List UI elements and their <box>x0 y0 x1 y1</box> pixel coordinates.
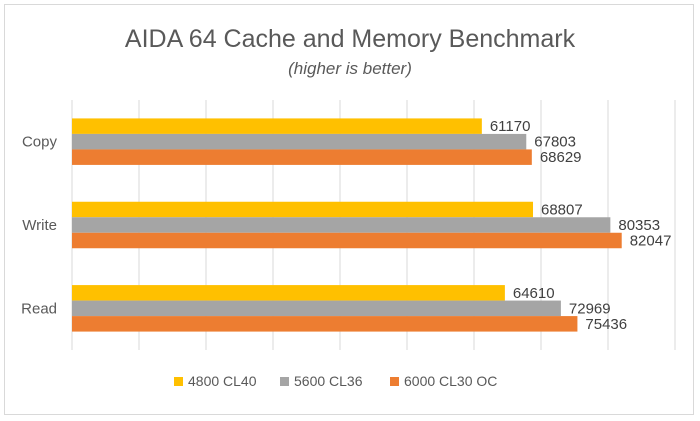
bar <box>72 217 611 233</box>
bar <box>72 201 534 218</box>
legend-label: 6000 CL30 OC <box>404 373 497 389</box>
chart-title: AIDA 64 Cache and Memory Benchmark <box>125 25 576 53</box>
data-label: 67803 <box>534 134 576 151</box>
legend-item: 4800 CL40 <box>174 373 257 389</box>
category-labels: Copy Write Read <box>21 134 57 318</box>
bar <box>72 133 527 150</box>
data-label: 68807 <box>541 202 583 219</box>
data-label: 61170 <box>490 118 531 135</box>
bar <box>72 118 482 134</box>
legend-item: 5600 CL36 <box>280 373 363 389</box>
data-label: 75436 <box>585 316 627 333</box>
legend-swatch <box>280 377 289 386</box>
legend-swatch <box>390 377 399 386</box>
legend-swatch <box>174 377 183 386</box>
data-label: 64610 <box>513 285 555 302</box>
category-label: Copy <box>22 134 58 151</box>
data-label: 68629 <box>540 149 582 166</box>
bars <box>72 118 622 332</box>
category-label: Read <box>21 300 57 317</box>
category-label: Write <box>22 217 57 234</box>
legend-label: 5600 CL36 <box>294 373 363 389</box>
legend-item: 6000 CL30 OC <box>390 373 497 389</box>
legend-label: 4800 CL40 <box>188 373 257 389</box>
legend: 4800 CL40 5600 CL36 6000 CL30 OC <box>174 373 497 389</box>
data-label: 72969 <box>569 300 611 317</box>
bar <box>72 285 505 301</box>
bar <box>72 316 578 332</box>
bar <box>72 149 532 165</box>
data-label: 82047 <box>630 233 672 250</box>
bar <box>72 232 622 249</box>
chart-subtitle: (higher is better) <box>288 59 412 78</box>
data-label: 80353 <box>618 217 660 234</box>
bar <box>72 300 561 317</box>
